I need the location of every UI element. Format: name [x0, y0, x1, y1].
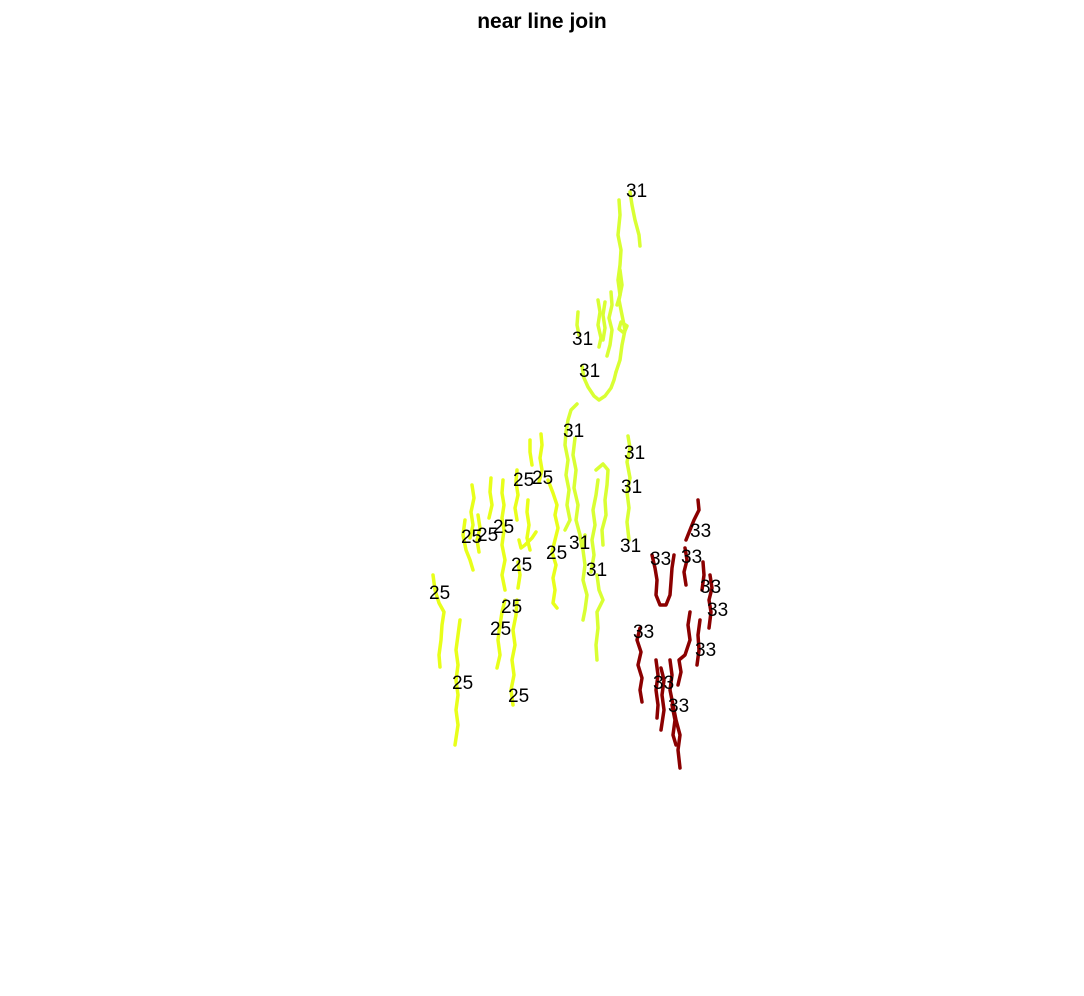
line-segment — [628, 190, 642, 248]
line-label: 33 — [681, 547, 702, 568]
line-label: 25 — [429, 583, 450, 604]
line-label: 25 — [532, 468, 553, 489]
line-segment — [625, 434, 632, 542]
line-segment — [676, 610, 692, 687]
plot-title: near line join — [477, 10, 607, 33]
line-label: 25 — [501, 597, 522, 618]
line-segment — [580, 364, 618, 402]
line-label: 25 — [490, 619, 511, 640]
line-label: 33 — [653, 673, 674, 694]
line-label: 31 — [620, 536, 641, 557]
line-segment — [684, 498, 701, 542]
line-label: 25 — [477, 525, 498, 546]
line-segment — [563, 402, 579, 532]
line-segment — [670, 703, 678, 747]
line-label: 25 — [508, 686, 529, 707]
line-segment — [495, 598, 507, 670]
line-segment — [575, 310, 581, 337]
group-31-lines — [563, 190, 642, 662]
line-label: 31 — [621, 477, 642, 498]
line-segment — [516, 560, 522, 590]
line-segment — [650, 553, 676, 607]
line-label: 25 — [452, 673, 473, 694]
line-segment — [509, 598, 519, 707]
line-label: 33 — [690, 521, 711, 542]
group-33-lines — [635, 498, 714, 770]
line-segment — [605, 290, 614, 358]
line-label: 25 — [493, 517, 514, 538]
line-segment — [528, 438, 534, 467]
line-label: 31 — [626, 181, 647, 202]
line-label: 33 — [707, 600, 728, 621]
line-label: 31 — [563, 421, 584, 442]
line-segment — [431, 573, 446, 669]
line-segment — [468, 483, 476, 540]
line-labels: 31 31 31 31 31 31 31 31 31 25 25 25 25 2… — [429, 181, 728, 717]
line-label: 31 — [569, 533, 590, 554]
group-25-lines — [431, 432, 560, 747]
line-label: 33 — [700, 577, 721, 598]
line-label: 33 — [668, 696, 689, 717]
line-segment — [546, 478, 560, 610]
line-segment — [682, 546, 689, 587]
line-segment — [700, 560, 706, 592]
line-segment — [537, 432, 544, 484]
line-segment — [594, 573, 605, 662]
line-label: 33 — [633, 622, 654, 643]
line-segment — [461, 518, 475, 572]
line-label: 31 — [586, 560, 607, 581]
line-segment — [581, 533, 589, 622]
line-segment — [601, 300, 607, 342]
line-label: 33 — [650, 549, 671, 570]
line-segment — [517, 530, 538, 550]
line-label: 25 — [513, 470, 534, 491]
line-label: 33 — [695, 640, 716, 661]
line-label: 25 — [546, 543, 567, 564]
line-segment — [596, 298, 603, 349]
line-segment — [635, 626, 644, 704]
line-segment — [707, 573, 714, 630]
line-segment — [659, 666, 666, 732]
line-segment — [487, 476, 494, 520]
line-segment — [617, 320, 629, 335]
line-label: 31 — [572, 329, 593, 350]
line-segment — [500, 478, 507, 592]
line-segment — [475, 513, 482, 554]
line-label: 31 — [579, 361, 600, 382]
line-segment — [594, 462, 610, 547]
line-segment — [453, 618, 462, 747]
line-segment — [513, 468, 520, 522]
line-segment — [589, 478, 600, 574]
line-label: 31 — [624, 443, 645, 464]
line-segment — [571, 436, 584, 550]
line-label: 25 — [511, 555, 532, 576]
line-segment — [654, 658, 660, 720]
line-segment — [695, 618, 702, 667]
line-label: 25 — [461, 527, 482, 548]
